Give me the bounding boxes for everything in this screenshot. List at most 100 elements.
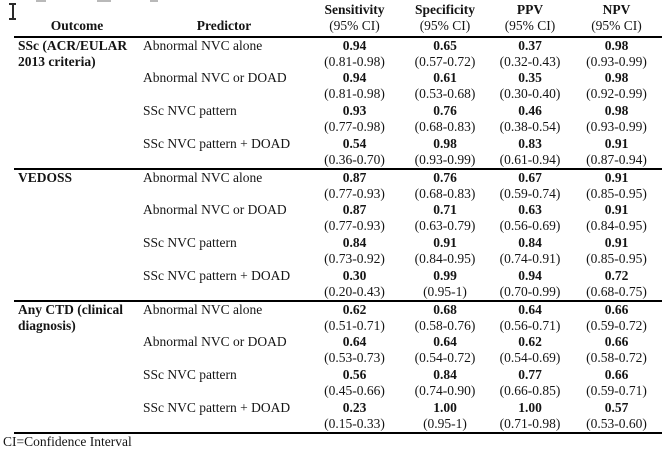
npv-cell: 0.66 (0.58-0.72) xyxy=(571,334,662,367)
col-header-specificity: Specificity (95% CI) xyxy=(401,1,489,38)
npv-ci: (0.85-0.95) xyxy=(586,251,647,266)
npv-value: 0.91 xyxy=(604,235,629,250)
ppv-value: 0.94 xyxy=(518,268,542,283)
predictor-cell: Abnormal NVC alone xyxy=(140,36,308,70)
ppv-ci: (0.66-0.85) xyxy=(499,383,561,398)
sensitivity-ci: (0.81-0.98) xyxy=(324,54,385,69)
predictor-cell: Abnormal NVC alone xyxy=(140,168,308,202)
sensitivity-ci: (0.77-0.93) xyxy=(324,186,385,201)
npv-value: 0.66 xyxy=(604,302,629,317)
table-row: VEDOSS Abnormal NVC alone 0.87 (0.77-0.93) 0… xyxy=(14,168,662,301)
npv-ci: (0.53-0.60) xyxy=(586,416,647,431)
ppv-ci: (0.30-0.40) xyxy=(499,86,561,101)
ppv-value: 0.63 xyxy=(518,202,542,217)
sensitivity-value: 0.94 xyxy=(342,70,367,85)
specificity-cell: 0.84 (0.74-0.90) xyxy=(401,367,489,400)
ppv-ci: (0.61-0.94) xyxy=(499,152,561,167)
metric-label: Specificity xyxy=(415,2,475,17)
npv-cell: 0.98 (0.93-0.99) xyxy=(571,36,662,70)
specificity-value: 0.99 xyxy=(433,268,457,283)
predictor-cell: SSc NVC pattern xyxy=(143,103,237,118)
sensitivity-value: 0.64 xyxy=(342,334,367,349)
sensitivity-value: 0.84 xyxy=(342,235,367,250)
npv-value: 0.91 xyxy=(604,170,629,185)
npv-ci: (0.84-0.95) xyxy=(586,218,647,233)
metric-sublabel: (95% CI) xyxy=(329,18,380,33)
specificity-ci: (0.68-0.83) xyxy=(414,119,476,134)
metric-label: NPV xyxy=(602,2,631,17)
sensitivity-ci: (0.51-0.71) xyxy=(324,318,385,333)
npv-ci: (0.59-0.72) xyxy=(586,318,647,333)
npv-ci: (0.59-0.71) xyxy=(586,383,647,398)
specificity-value: 0.71 xyxy=(433,202,457,217)
ppv-cell: 0.64 (0.56-0.71) xyxy=(489,300,571,334)
specificity-cell: 0.98 (0.93-0.99) xyxy=(401,136,489,169)
specificity-value: 0.65 xyxy=(433,38,457,53)
specificity-value: 0.76 xyxy=(433,103,457,118)
predictor-cell: Abnormal NVC or DOAD xyxy=(143,202,287,217)
sensitivity-value: 0.54 xyxy=(342,136,367,151)
specificity-value: 0.91 xyxy=(433,235,457,250)
sensitivity-ci: (0.77-0.93) xyxy=(324,218,385,233)
col-header-ppv: PPV (95% CI) xyxy=(489,1,571,38)
col-header-npv: NPV (95% CI) xyxy=(571,1,662,38)
specificity-ci: (0.93-0.99) xyxy=(414,152,476,167)
npv-value: 0.66 xyxy=(604,334,629,349)
ibeam-stem xyxy=(11,3,14,20)
outcome-cell: SSc (ACR/EULAR 2013 criteria) xyxy=(14,36,140,169)
predictor-cell: Abnormal NVC or DOAD xyxy=(143,334,287,349)
npv-cell: 0.98 (0.92-0.99) xyxy=(571,70,662,103)
ppv-ci: (0.38-0.54) xyxy=(499,119,561,134)
table-row: SSc NVC pattern 0.56 (0.45-0.66) 0.84 (0.74-… xyxy=(14,367,662,400)
ppv-ci: (0.71-0.98) xyxy=(499,416,561,431)
predictor-cell: SSc NVC pattern xyxy=(143,235,237,250)
ppv-value: 0.77 xyxy=(518,367,542,382)
specificity-ci: (0.58-0.76) xyxy=(414,318,476,333)
ppv-ci: (0.56-0.69) xyxy=(499,218,561,233)
sensitivity-cell: 0.54 (0.36-0.70) xyxy=(308,136,401,169)
ppv-cell: 0.67 (0.59-0.74) xyxy=(489,168,571,202)
specificity-value: 0.84 xyxy=(433,367,457,382)
ppv-cell: 0.37 (0.32-0.43) xyxy=(489,36,571,70)
ppv-value: 0.64 xyxy=(518,302,542,317)
metric-sublabel: (95% CI) xyxy=(419,18,471,33)
sensitivity-ci: (0.73-0.92) xyxy=(324,251,385,266)
specificity-cell: 0.64 (0.54-0.72) xyxy=(401,334,489,367)
specificity-ci: (0.57-0.72) xyxy=(414,54,476,69)
sensitivity-value: 0.30 xyxy=(342,268,367,283)
npv-ci: (0.87-0.94) xyxy=(586,152,647,167)
sensitivity-cell: 0.94 (0.81-0.98) xyxy=(308,70,401,103)
outcome-cell: Any CTD (clinical diagnosis) xyxy=(14,300,140,433)
npv-value: 0.98 xyxy=(604,38,629,53)
specificity-value: 0.68 xyxy=(433,302,457,317)
specificity-value: 0.98 xyxy=(433,136,457,151)
ppv-ci: (0.59-0.74) xyxy=(499,186,561,201)
predictor-cell: SSc NVC pattern xyxy=(143,367,237,382)
outcome-cell: VEDOSS xyxy=(14,168,140,301)
specificity-cell: 0.65 (0.57-0.72) xyxy=(401,36,489,70)
metric-sublabel: (95% CI) xyxy=(591,18,642,33)
ppv-ci: (0.56-0.71) xyxy=(499,318,561,333)
npv-ci: (0.58-0.72) xyxy=(586,350,647,365)
predictor-cell: Abnormal NVC or DOAD xyxy=(143,70,287,85)
specificity-ci: (0.95-1) xyxy=(423,416,467,431)
npv-ci: (0.92-0.99) xyxy=(586,86,647,101)
npv-cell: 0.57 (0.53-0.60) xyxy=(571,400,662,433)
sensitivity-ci: (0.45-0.66) xyxy=(324,383,385,398)
npv-ci: (0.93-0.99) xyxy=(586,54,647,69)
ppv-cell: 0.84 (0.74-0.91) xyxy=(489,235,571,268)
ppv-cell: 0.63 (0.56-0.69) xyxy=(489,202,571,235)
specificity-value: 0.64 xyxy=(433,334,457,349)
specificity-value: 1.00 xyxy=(433,400,457,415)
specificity-cell: 0.71 (0.63-0.79) xyxy=(401,202,489,235)
specificity-ci: (0.63-0.79) xyxy=(414,218,476,233)
sensitivity-ci: (0.20-0.43) xyxy=(324,284,385,299)
sensitivity-cell: 0.23 (0.15-0.33) xyxy=(308,400,401,433)
sensitivity-ci: (0.36-0.70) xyxy=(324,152,385,167)
npv-value: 0.72 xyxy=(604,268,629,283)
npv-value: 0.91 xyxy=(604,136,629,151)
footnote: CI=Confidence Interval xyxy=(3,434,132,449)
sensitivity-cell: 0.56 (0.45-0.66) xyxy=(308,367,401,400)
npv-cell: 0.66 (0.59-0.72) xyxy=(571,300,662,334)
